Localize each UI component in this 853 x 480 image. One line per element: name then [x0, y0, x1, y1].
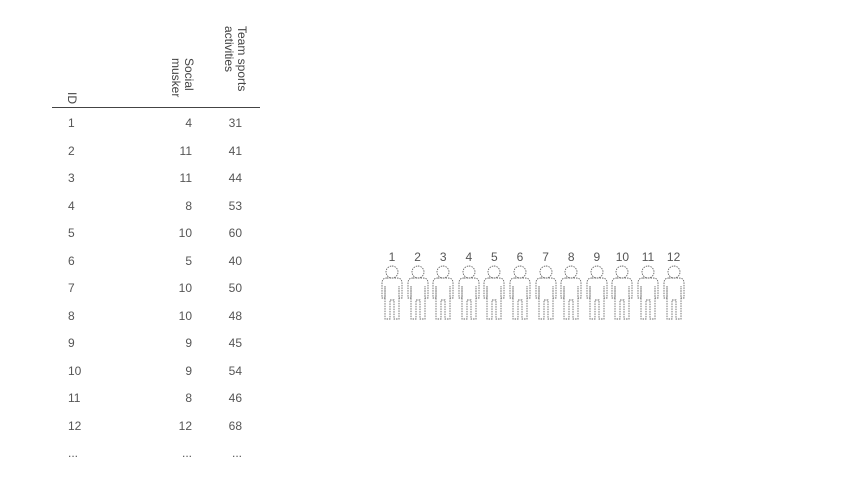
cell-id: 8 [68, 308, 75, 323]
person-outline-icon [611, 265, 633, 320]
cell-id: 6 [68, 253, 75, 268]
person-6: 6 [508, 250, 532, 322]
cell-team-sports: 45 [228, 336, 242, 350]
person-label: 2 [414, 250, 421, 264]
person-outline-icon [560, 265, 582, 320]
cell-team-sports: 53 [228, 198, 242, 213]
table-row: 5 10 60 [60, 226, 260, 246]
cell-social-musker: 9 [185, 363, 192, 378]
header-social-musker-line1: Social [182, 58, 196, 91]
header-team-sports-line2: activities [222, 26, 236, 73]
cell-social-musker: 10 [178, 308, 192, 323]
cell-id: 9 [68, 336, 75, 350]
table-row: 3 11 44 [60, 171, 260, 191]
person-label: 5 [491, 250, 498, 264]
table-row: 4 8 53 [60, 199, 260, 219]
cell-social-musker: 9 [185, 336, 192, 350]
cell-id: 7 [68, 281, 75, 295]
cell-team-sports: 40 [228, 253, 242, 268]
table-row: 8 10 48 [60, 309, 260, 329]
table-row: ......... [60, 446, 260, 466]
cell-id: 1 [68, 116, 75, 130]
header-id: ID [65, 92, 79, 104]
person-label: 7 [542, 250, 549, 264]
cell-team-sports: 54 [228, 363, 242, 378]
person-3: 3 [431, 250, 455, 322]
cell-social-musker: ... [181, 446, 192, 460]
person-outline-icon [663, 265, 685, 320]
person-7: 7 [534, 250, 558, 322]
cell-team-sports: 46 [228, 391, 242, 405]
cell-team-sports: 48 [228, 308, 242, 323]
table-row: 1 4 31 [60, 116, 260, 136]
cell-id: 4 [68, 198, 75, 213]
person-outline-icon [458, 265, 480, 320]
person-12: 12 [662, 250, 686, 322]
person-label: 12 [666, 250, 681, 264]
cell-team-sports: 44 [228, 171, 242, 185]
cell-id: 3 [68, 171, 75, 185]
person-label: 6 [516, 250, 524, 264]
person-outline-icon [432, 265, 454, 320]
cell-social-musker: 8 [185, 391, 192, 405]
person-outline-icon [381, 265, 403, 320]
person-outline-icon [535, 265, 557, 320]
person-label: 8 [567, 250, 575, 264]
person-5: 5 [482, 250, 506, 322]
person-9: 9 [585, 250, 609, 322]
person-4: 4 [457, 250, 481, 322]
cell-id: 5 [68, 226, 75, 240]
header-social-musker-line2: musker [169, 58, 183, 98]
cell-team-sports: 31 [228, 116, 242, 130]
cell-social-musker: 5 [185, 253, 192, 268]
person-2: 2 [406, 250, 430, 322]
person-outline-icon [586, 265, 608, 320]
header-team-sports: Team sports activities [222, 26, 249, 92]
data-table: ID Social musker Team sports activities … [52, 0, 260, 480]
table-row: 6 5 40 [60, 254, 260, 274]
people-row: 1 2 3 4 5 6 7 8 9 10 11 12 [380, 250, 700, 330]
cell-team-sports: 41 [228, 143, 242, 158]
cell-social-musker: 10 [178, 226, 192, 240]
cell-team-sports: 60 [228, 226, 242, 240]
cell-id: 10 [68, 363, 82, 378]
cell-social-musker: 11 [179, 143, 192, 158]
table-row: 12 12 68 [60, 419, 260, 439]
table-row: 7 10 50 [60, 281, 260, 301]
cell-team-sports: ... [231, 446, 242, 460]
cell-team-sports: 50 [228, 281, 242, 295]
cell-social-musker: 4 [185, 116, 192, 130]
cell-social-musker: 8 [185, 198, 192, 213]
header-divider [52, 107, 260, 108]
table-row: 9 9 45 [60, 336, 260, 356]
person-outline-icon [509, 265, 531, 320]
cell-social-musker: 11 [179, 171, 192, 185]
person-label: 9 [593, 250, 601, 264]
person-label: 1 [388, 250, 396, 264]
person-label: 11 [641, 250, 655, 264]
person-outline-icon [407, 265, 429, 320]
cell-id: 2 [68, 143, 75, 158]
person-10: 10 [610, 250, 634, 322]
table-row: 10 9 54 [60, 364, 260, 384]
cell-id: ... [68, 446, 79, 460]
person-label: 3 [439, 250, 447, 264]
person-outline-icon [483, 265, 505, 320]
table-row: 2 11 41 [60, 144, 260, 164]
header-team-sports-line1: Team sports [235, 26, 249, 92]
person-8: 8 [559, 250, 583, 322]
person-11: 11 [636, 250, 660, 322]
person-label: 10 [615, 250, 630, 264]
header-social-musker: Social musker [169, 58, 196, 98]
table-row: 11 8 46 [60, 391, 260, 411]
person-1: 1 [380, 250, 404, 322]
person-outline-icon [637, 265, 659, 320]
cell-social-musker: 10 [178, 281, 192, 295]
person-label: 4 [465, 250, 473, 264]
cell-social-musker: 12 [178, 418, 192, 433]
cell-team-sports: 68 [228, 418, 242, 433]
cell-id: 11 [68, 391, 81, 405]
cell-id: 12 [68, 418, 82, 433]
